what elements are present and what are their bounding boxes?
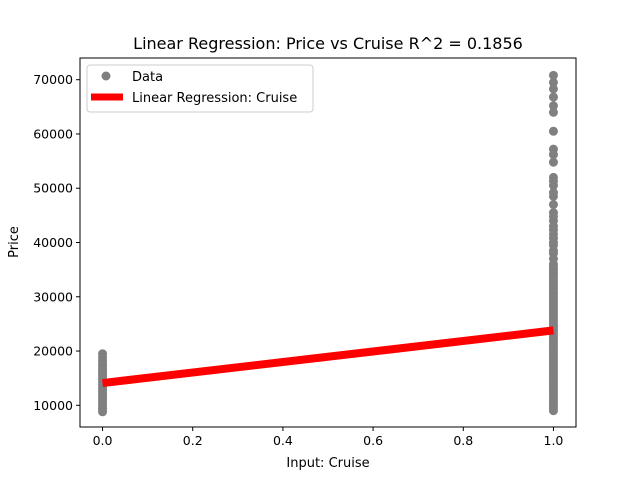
legend-box (86, 64, 314, 113)
plot-frame (79, 57, 577, 428)
data-point (98, 349, 108, 359)
x-tick-label: 0.6 (363, 433, 383, 448)
y-tick-label: 70000 (33, 72, 73, 87)
x-axis-label: Input: Cruise (286, 456, 369, 471)
y-tick-label: 10000 (33, 398, 73, 413)
chart-title: Linear Regression: Price vs Cruise R^2 =… (133, 34, 523, 53)
y-axis-ticks: 10000 20000 30000 40000 50000 60000 70000 (33, 72, 80, 413)
y-tick-label: 50000 (33, 181, 73, 196)
y-axis-label: Price (7, 226, 22, 258)
data-point (548, 208, 558, 218)
data-point (548, 101, 558, 111)
y-tick-label: 30000 (33, 289, 73, 304)
legend: Data Linear Regression: Cruise (86, 64, 314, 113)
data-point (548, 126, 558, 136)
data-point (548, 157, 558, 167)
data-point (548, 172, 558, 182)
x-tick-label: 0.0 (93, 433, 113, 448)
legend-regression-label: Linear Regression: Cruise (132, 91, 297, 106)
y-tick-label: 60000 (33, 126, 73, 141)
data-point (548, 77, 558, 87)
legend-data-marker (101, 71, 111, 81)
y-tick-label: 40000 (33, 235, 73, 250)
data-point (548, 188, 558, 198)
x-tick-label: 1.0 (544, 433, 564, 448)
x-tick-label: 0.8 (453, 433, 473, 448)
y-tick-label: 20000 (33, 344, 73, 359)
data-point (548, 107, 558, 117)
data-point (548, 92, 558, 102)
legend-data-label: Data (132, 70, 163, 85)
x-tick-label: 0.4 (273, 433, 293, 448)
data-point (548, 144, 558, 154)
data-point (548, 70, 558, 80)
x-tick-label: 0.2 (183, 433, 203, 448)
x-axis-ticks: 0.0 0.2 0.4 0.6 0.8 1.0 (93, 427, 564, 448)
data-point (548, 200, 558, 210)
data-layer (98, 70, 558, 417)
regression-line (102, 326, 554, 388)
data-point (548, 84, 558, 94)
